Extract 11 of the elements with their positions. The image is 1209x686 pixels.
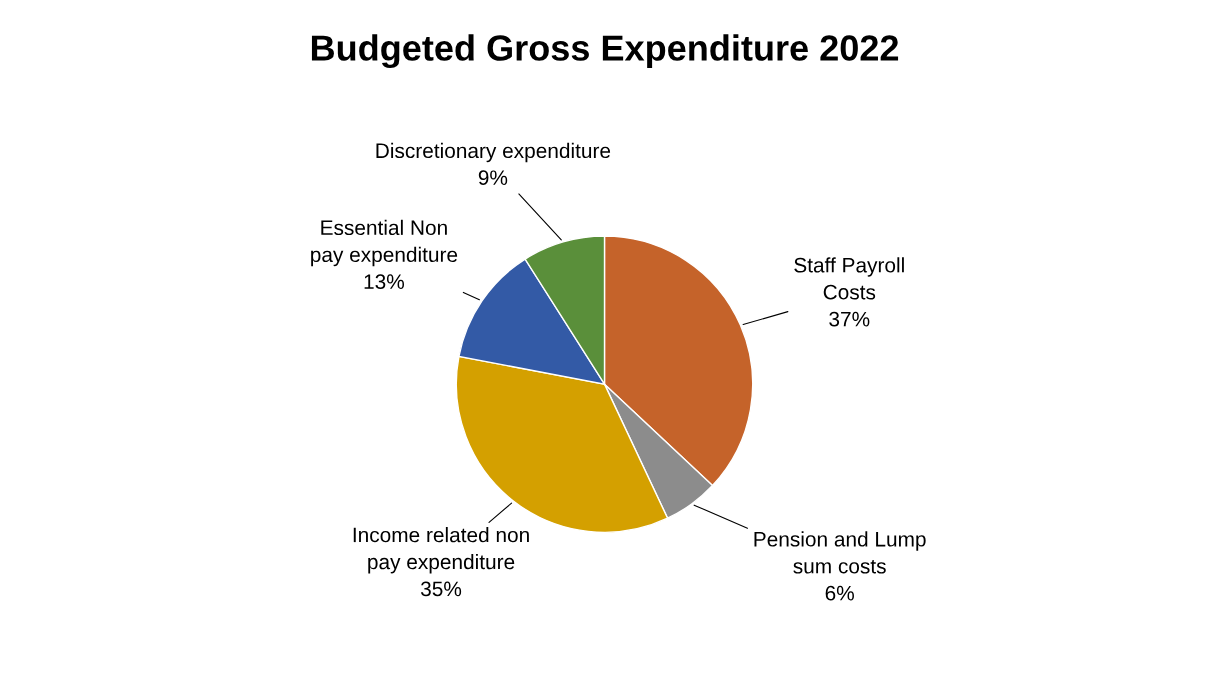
data-label: 35%	[420, 581, 462, 597]
data-label: 9%	[478, 170, 508, 186]
slice-label: Pension and Lump sum costs	[754, 531, 926, 574]
chart-title: Budgeted Gross Expenditure 2022	[311, 34, 899, 69]
data-label: 13%	[364, 274, 405, 290]
data-label: 37%	[829, 311, 870, 327]
slice-label: Essential Non pay expenditure	[311, 219, 458, 267]
slice-label: Income related non pay expenditure	[353, 527, 529, 574]
slice-label: Staff Payroll Costs	[794, 257, 904, 300]
data-label: 6%	[825, 585, 854, 601]
slice-label: Discretionary expenditure	[376, 142, 611, 163]
